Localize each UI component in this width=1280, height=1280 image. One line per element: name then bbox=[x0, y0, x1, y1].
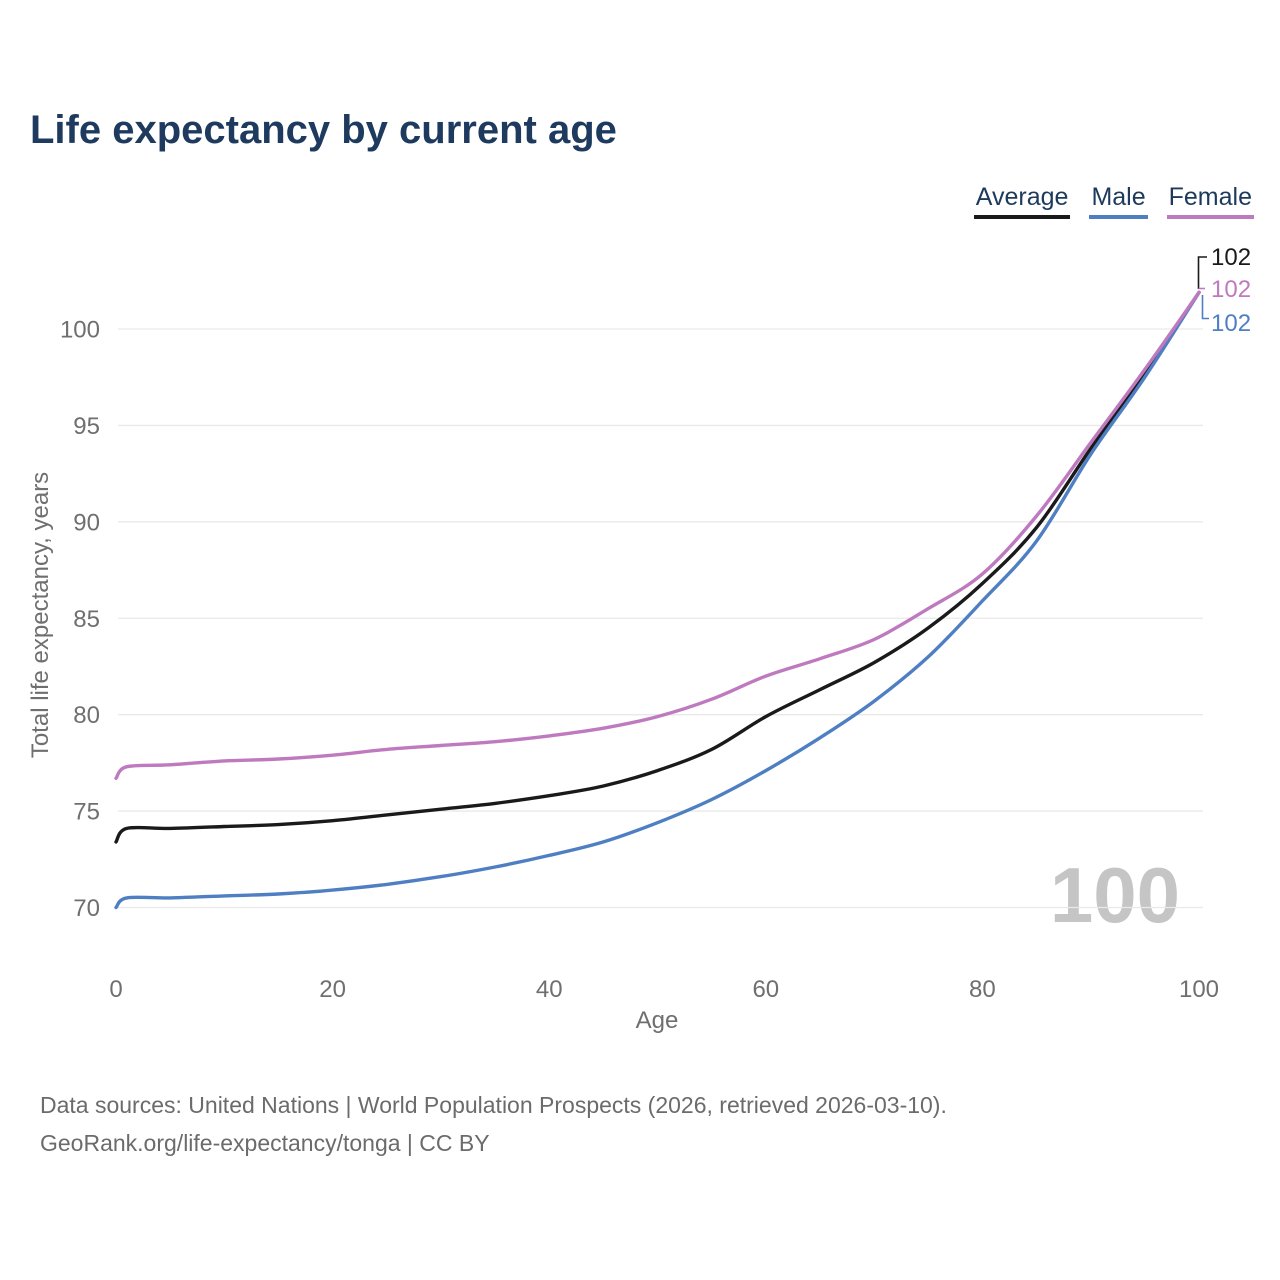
series-line-average[interactable] bbox=[114, 290, 1201, 844]
age-counter-watermark: 100 bbox=[1049, 851, 1180, 939]
end-label-leader-average bbox=[1197, 256, 1207, 289]
source-attribution: Data sources: United Nations | World Pop… bbox=[40, 1086, 947, 1162]
license-line: GeoRank.org/life-expectancy/tonga | CC B… bbox=[40, 1130, 490, 1156]
x-tick-label: 0 bbox=[109, 976, 122, 1003]
legend: Average Male Female bbox=[973, 183, 1254, 219]
end-label-average: 102 bbox=[1211, 244, 1251, 271]
x-tick-label: 100 bbox=[1179, 976, 1219, 1003]
legend-item-average[interactable]: Average bbox=[973, 183, 1071, 219]
end-label-leader-male bbox=[1201, 295, 1209, 320]
y-tick-label: 90 bbox=[73, 509, 100, 536]
y-tick-label: 100 bbox=[60, 317, 100, 344]
y-tick-label: 70 bbox=[73, 895, 100, 922]
series-line-male[interactable] bbox=[114, 290, 1201, 910]
x-tick-label: 80 bbox=[969, 976, 996, 1003]
legend-item-male[interactable]: Male bbox=[1089, 183, 1148, 219]
y-tick-label: 95 bbox=[73, 413, 100, 440]
end-label-male: 102 bbox=[1211, 310, 1251, 337]
y-axis-title: Total life expectancy, years bbox=[27, 472, 54, 758]
x-axis-title: Age bbox=[636, 1007, 679, 1034]
axis-ticks: 70 75 80 85 90 95 100 0 20 40 60 80 100 bbox=[60, 317, 1219, 1004]
legend-label-female: Female bbox=[1168, 183, 1252, 211]
series-line-female[interactable] bbox=[114, 290, 1201, 780]
series-lines bbox=[114, 290, 1201, 910]
series-end-labels: 102 102 102 bbox=[1197, 244, 1251, 337]
page-title: Life expectancy by current age bbox=[30, 108, 617, 152]
y-tick-label: 75 bbox=[73, 799, 100, 826]
y-tick-label: 80 bbox=[73, 702, 100, 729]
gridlines bbox=[118, 328, 1203, 909]
x-tick-label: 60 bbox=[752, 976, 779, 1003]
y-tick-label: 85 bbox=[73, 606, 100, 633]
legend-label-male: Male bbox=[1091, 183, 1146, 211]
x-tick-label: 20 bbox=[319, 976, 346, 1003]
data-source-line: Data sources: United Nations | World Pop… bbox=[40, 1092, 947, 1118]
legend-item-female[interactable]: Female bbox=[1166, 183, 1254, 219]
end-label-female: 102 bbox=[1211, 276, 1251, 303]
x-tick-label: 40 bbox=[536, 976, 563, 1003]
legend-label-average: Average bbox=[975, 183, 1069, 211]
